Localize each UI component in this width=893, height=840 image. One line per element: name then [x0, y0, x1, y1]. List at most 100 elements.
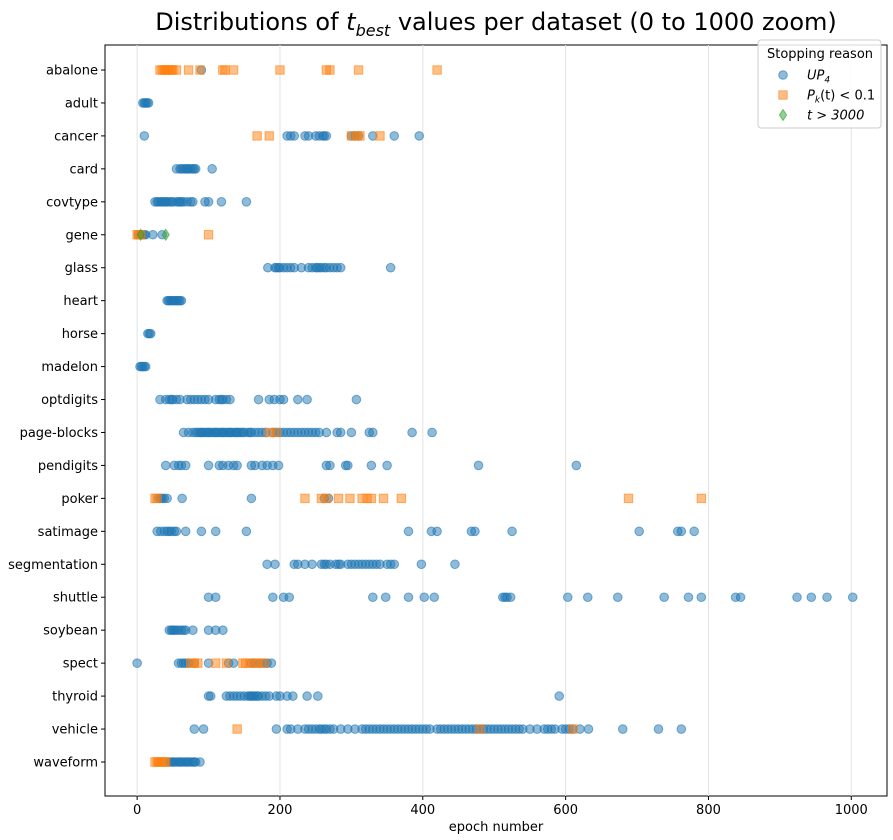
point-poker — [623, 493, 634, 504]
y-tick-label-soybean: soybean — [43, 624, 98, 639]
point-optdigits — [293, 394, 303, 405]
point-abalone — [195, 65, 205, 75]
y-tick-label-madelon: madelon — [41, 360, 98, 375]
point-abalone — [228, 65, 239, 75]
point-cancer — [252, 131, 262, 141]
data-marks — [132, 65, 858, 767]
point-covtype — [188, 197, 198, 207]
series-circle — [132, 65, 858, 767]
point-spect — [132, 658, 142, 668]
point-optdigits — [253, 394, 264, 405]
point-shuttle — [562, 592, 573, 603]
y-tick-label-poker: poker — [61, 492, 98, 507]
point-shuttle — [368, 592, 378, 603]
point-shuttle — [696, 592, 707, 603]
y-tick-label-glass: glass — [65, 261, 99, 276]
legend-marker-circle — [778, 70, 788, 80]
point-cancer — [321, 131, 332, 141]
point-satimage — [210, 526, 221, 537]
y-tick-label-pendigits: pendigits — [38, 459, 98, 474]
point-satimage — [171, 526, 182, 537]
point-vehicle — [676, 724, 687, 734]
point-pendigits — [273, 460, 284, 471]
point-poker — [345, 493, 355, 504]
point-shuttle — [380, 592, 391, 603]
point-cancer — [375, 131, 385, 141]
point-gene — [148, 229, 158, 240]
legend-label-diamond: t > 3000 — [807, 109, 864, 124]
point-poker — [333, 493, 344, 504]
point-gene — [161, 228, 170, 242]
legend-label-circle: UP4 — [807, 69, 830, 86]
point-cancer — [355, 131, 365, 141]
point-optdigits — [351, 394, 362, 405]
point-thyroid — [288, 691, 298, 701]
point-poker — [152, 493, 162, 504]
series-diamond — [136, 228, 170, 242]
point-shuttle — [659, 592, 669, 603]
x-tick-label: 1000 — [835, 803, 868, 818]
y-tick-label-segmentation: segmentation — [8, 558, 98, 573]
x-tick-label: 600 — [553, 803, 578, 818]
point-waveform — [161, 757, 171, 767]
point-pendigits — [325, 460, 335, 471]
y-tick-label-satimage: satimage — [38, 525, 98, 540]
x-axis: 0 200 400 600 800 1000 — [133, 796, 868, 818]
y-tick-label-card: card — [70, 162, 98, 177]
y-tick-label-horse: horse — [62, 327, 98, 342]
plot-frame — [104, 44, 888, 797]
point-soybean — [188, 625, 198, 635]
point-segmentation — [262, 559, 272, 570]
point-shuttle — [419, 592, 430, 603]
chart-title: Distributions of tbest values per datase… — [155, 8, 837, 40]
point-pendigits — [571, 460, 582, 471]
point-abalone — [353, 65, 364, 75]
point-segmentation — [416, 559, 427, 570]
point-page-blocks — [407, 427, 417, 438]
point-poker — [162, 493, 172, 504]
point-shuttle — [403, 592, 414, 603]
point-vehicle — [271, 724, 282, 734]
point-satimage — [634, 526, 644, 537]
point-shuttle — [822, 592, 832, 603]
point-heart — [176, 295, 187, 306]
point-gene — [203, 230, 214, 240]
y-tick-label-adult: adult — [65, 96, 98, 111]
legend: Stopping reason UP4 Pk(t) < 0.1 t > 3000 — [757, 39, 882, 129]
point-pendigits — [160, 460, 171, 471]
point-shuttle — [683, 592, 694, 603]
point-page-blocks — [321, 427, 332, 438]
point-soybean — [218, 625, 228, 635]
point-satimage — [196, 526, 207, 537]
point-waveform — [195, 757, 205, 767]
y-tick-label-heart: heart — [63, 294, 98, 309]
point-pendigits — [180, 460, 191, 471]
point-segmentation — [450, 559, 460, 570]
point-abalone — [183, 65, 194, 75]
point-abalone — [220, 65, 230, 75]
point-pendigits — [343, 460, 353, 471]
point-abalone — [171, 65, 182, 75]
point-page-blocks — [346, 427, 357, 438]
point-abalone — [275, 65, 285, 75]
point-card — [190, 164, 201, 174]
point-thyroid — [205, 691, 216, 701]
point-poker — [366, 493, 377, 504]
x-tick-label: 400 — [410, 803, 435, 818]
point-vehicle — [617, 724, 628, 734]
point-poker — [396, 493, 407, 504]
point-thyroid — [313, 691, 323, 701]
point-satimage — [689, 526, 699, 537]
y-tick-label-covtype: covtype — [46, 195, 98, 210]
point-shuttle — [505, 592, 516, 603]
point-shuttle — [284, 592, 295, 603]
y-tick-label-waveform: waveform — [33, 756, 98, 771]
point-thyroid — [302, 691, 312, 701]
y-tick-label-gene: gene — [66, 228, 99, 243]
point-cancer — [389, 131, 400, 141]
point-covtype — [216, 197, 227, 207]
series-square — [132, 65, 707, 767]
point-page-blocks — [335, 427, 346, 438]
point-cancer — [289, 131, 300, 141]
